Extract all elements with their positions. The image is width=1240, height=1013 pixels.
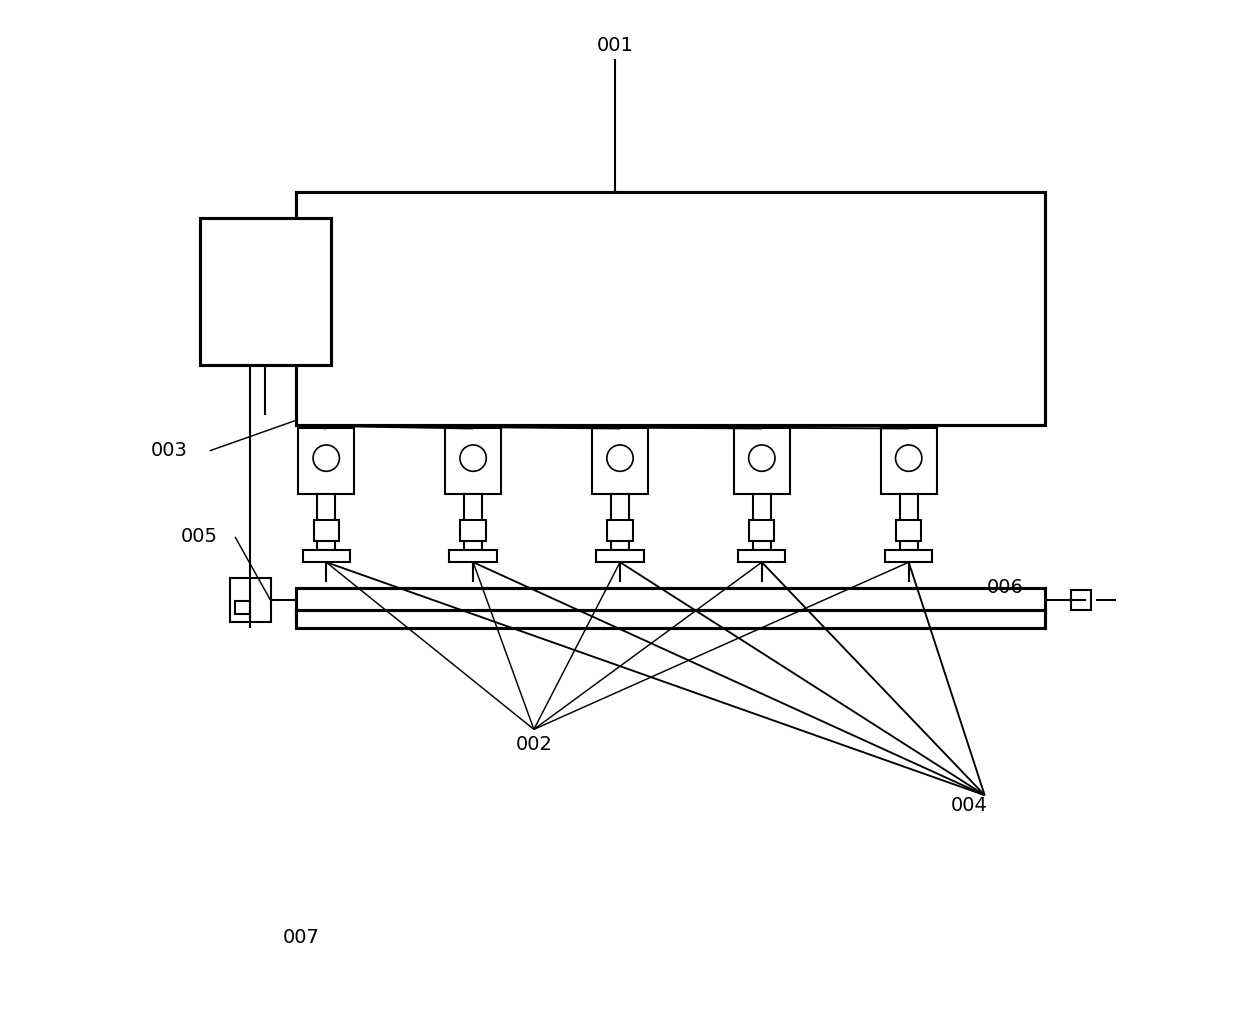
Bar xyxy=(299,428,355,494)
Text: 002: 002 xyxy=(516,735,552,754)
Bar xyxy=(296,192,1045,425)
Text: 005: 005 xyxy=(181,528,218,546)
Bar xyxy=(608,521,632,541)
Bar xyxy=(460,521,486,541)
Bar xyxy=(296,610,1045,628)
Bar xyxy=(611,494,629,550)
Bar xyxy=(1071,590,1091,610)
Bar xyxy=(303,550,350,562)
Bar xyxy=(449,550,497,562)
Bar xyxy=(593,428,647,494)
Text: 006: 006 xyxy=(987,578,1023,597)
Bar xyxy=(464,494,482,550)
Bar xyxy=(229,577,270,622)
Bar xyxy=(738,550,785,562)
Bar xyxy=(897,521,921,541)
Text: 004: 004 xyxy=(951,796,988,814)
Bar xyxy=(596,550,644,562)
Bar xyxy=(734,428,790,494)
Bar xyxy=(885,550,932,562)
Bar xyxy=(200,218,331,365)
Text: 001: 001 xyxy=(596,36,634,55)
Bar xyxy=(236,601,250,614)
Bar xyxy=(314,521,339,541)
Bar xyxy=(317,494,335,550)
Text: 007: 007 xyxy=(283,928,320,946)
Bar xyxy=(880,428,936,494)
Bar xyxy=(899,494,918,550)
Text: 003: 003 xyxy=(151,442,187,460)
Bar xyxy=(296,588,1045,613)
Bar xyxy=(749,521,775,541)
Bar xyxy=(445,428,501,494)
Bar xyxy=(753,494,771,550)
